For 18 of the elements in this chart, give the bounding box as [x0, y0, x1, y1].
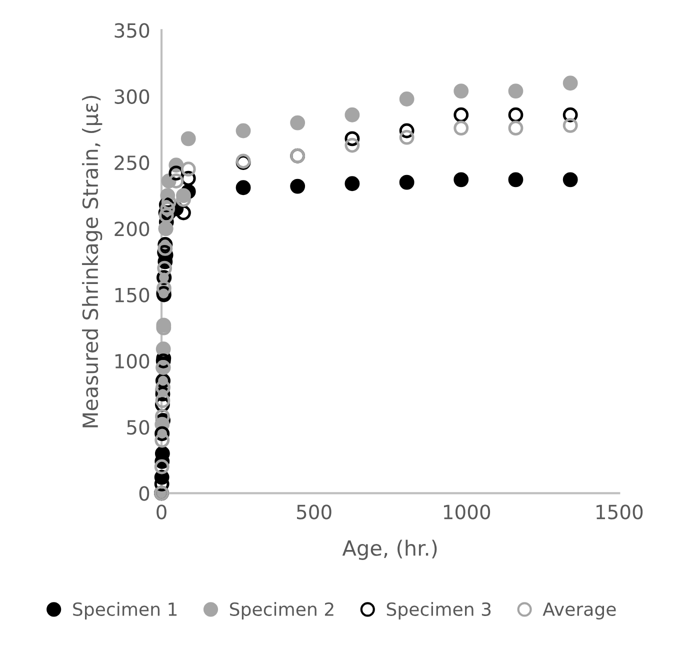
y-tick-label: 50 — [127, 420, 150, 435]
y-axis-title: Measured Shrinkage Strain, (με) — [82, 96, 102, 428]
legend-label: Specimen 3 — [386, 602, 491, 620]
x-tick-label: 1500 — [596, 504, 643, 520]
y-tick-label: 100 — [115, 354, 150, 369]
y-tick-label: 0 — [139, 486, 150, 501]
y-tick-label: 200 — [114, 222, 150, 236]
x-axis-title: Age, (hr.) — [342, 540, 437, 560]
x-tick-label: 500 — [297, 504, 332, 520]
y-tick-label: 250 — [114, 155, 150, 170]
legend-label: Average — [542, 602, 616, 620]
y-tick-label: 350 — [114, 23, 150, 38]
legend-label: Specimen 2 — [230, 602, 334, 620]
legend-label: Specimen 1 — [73, 602, 177, 620]
x-tick-label: 0 — [156, 504, 166, 520]
x-tick-label: 1000 — [444, 504, 490, 520]
y-tick-label: 300 — [114, 89, 150, 104]
y-tick-label: 150 — [115, 288, 150, 302]
